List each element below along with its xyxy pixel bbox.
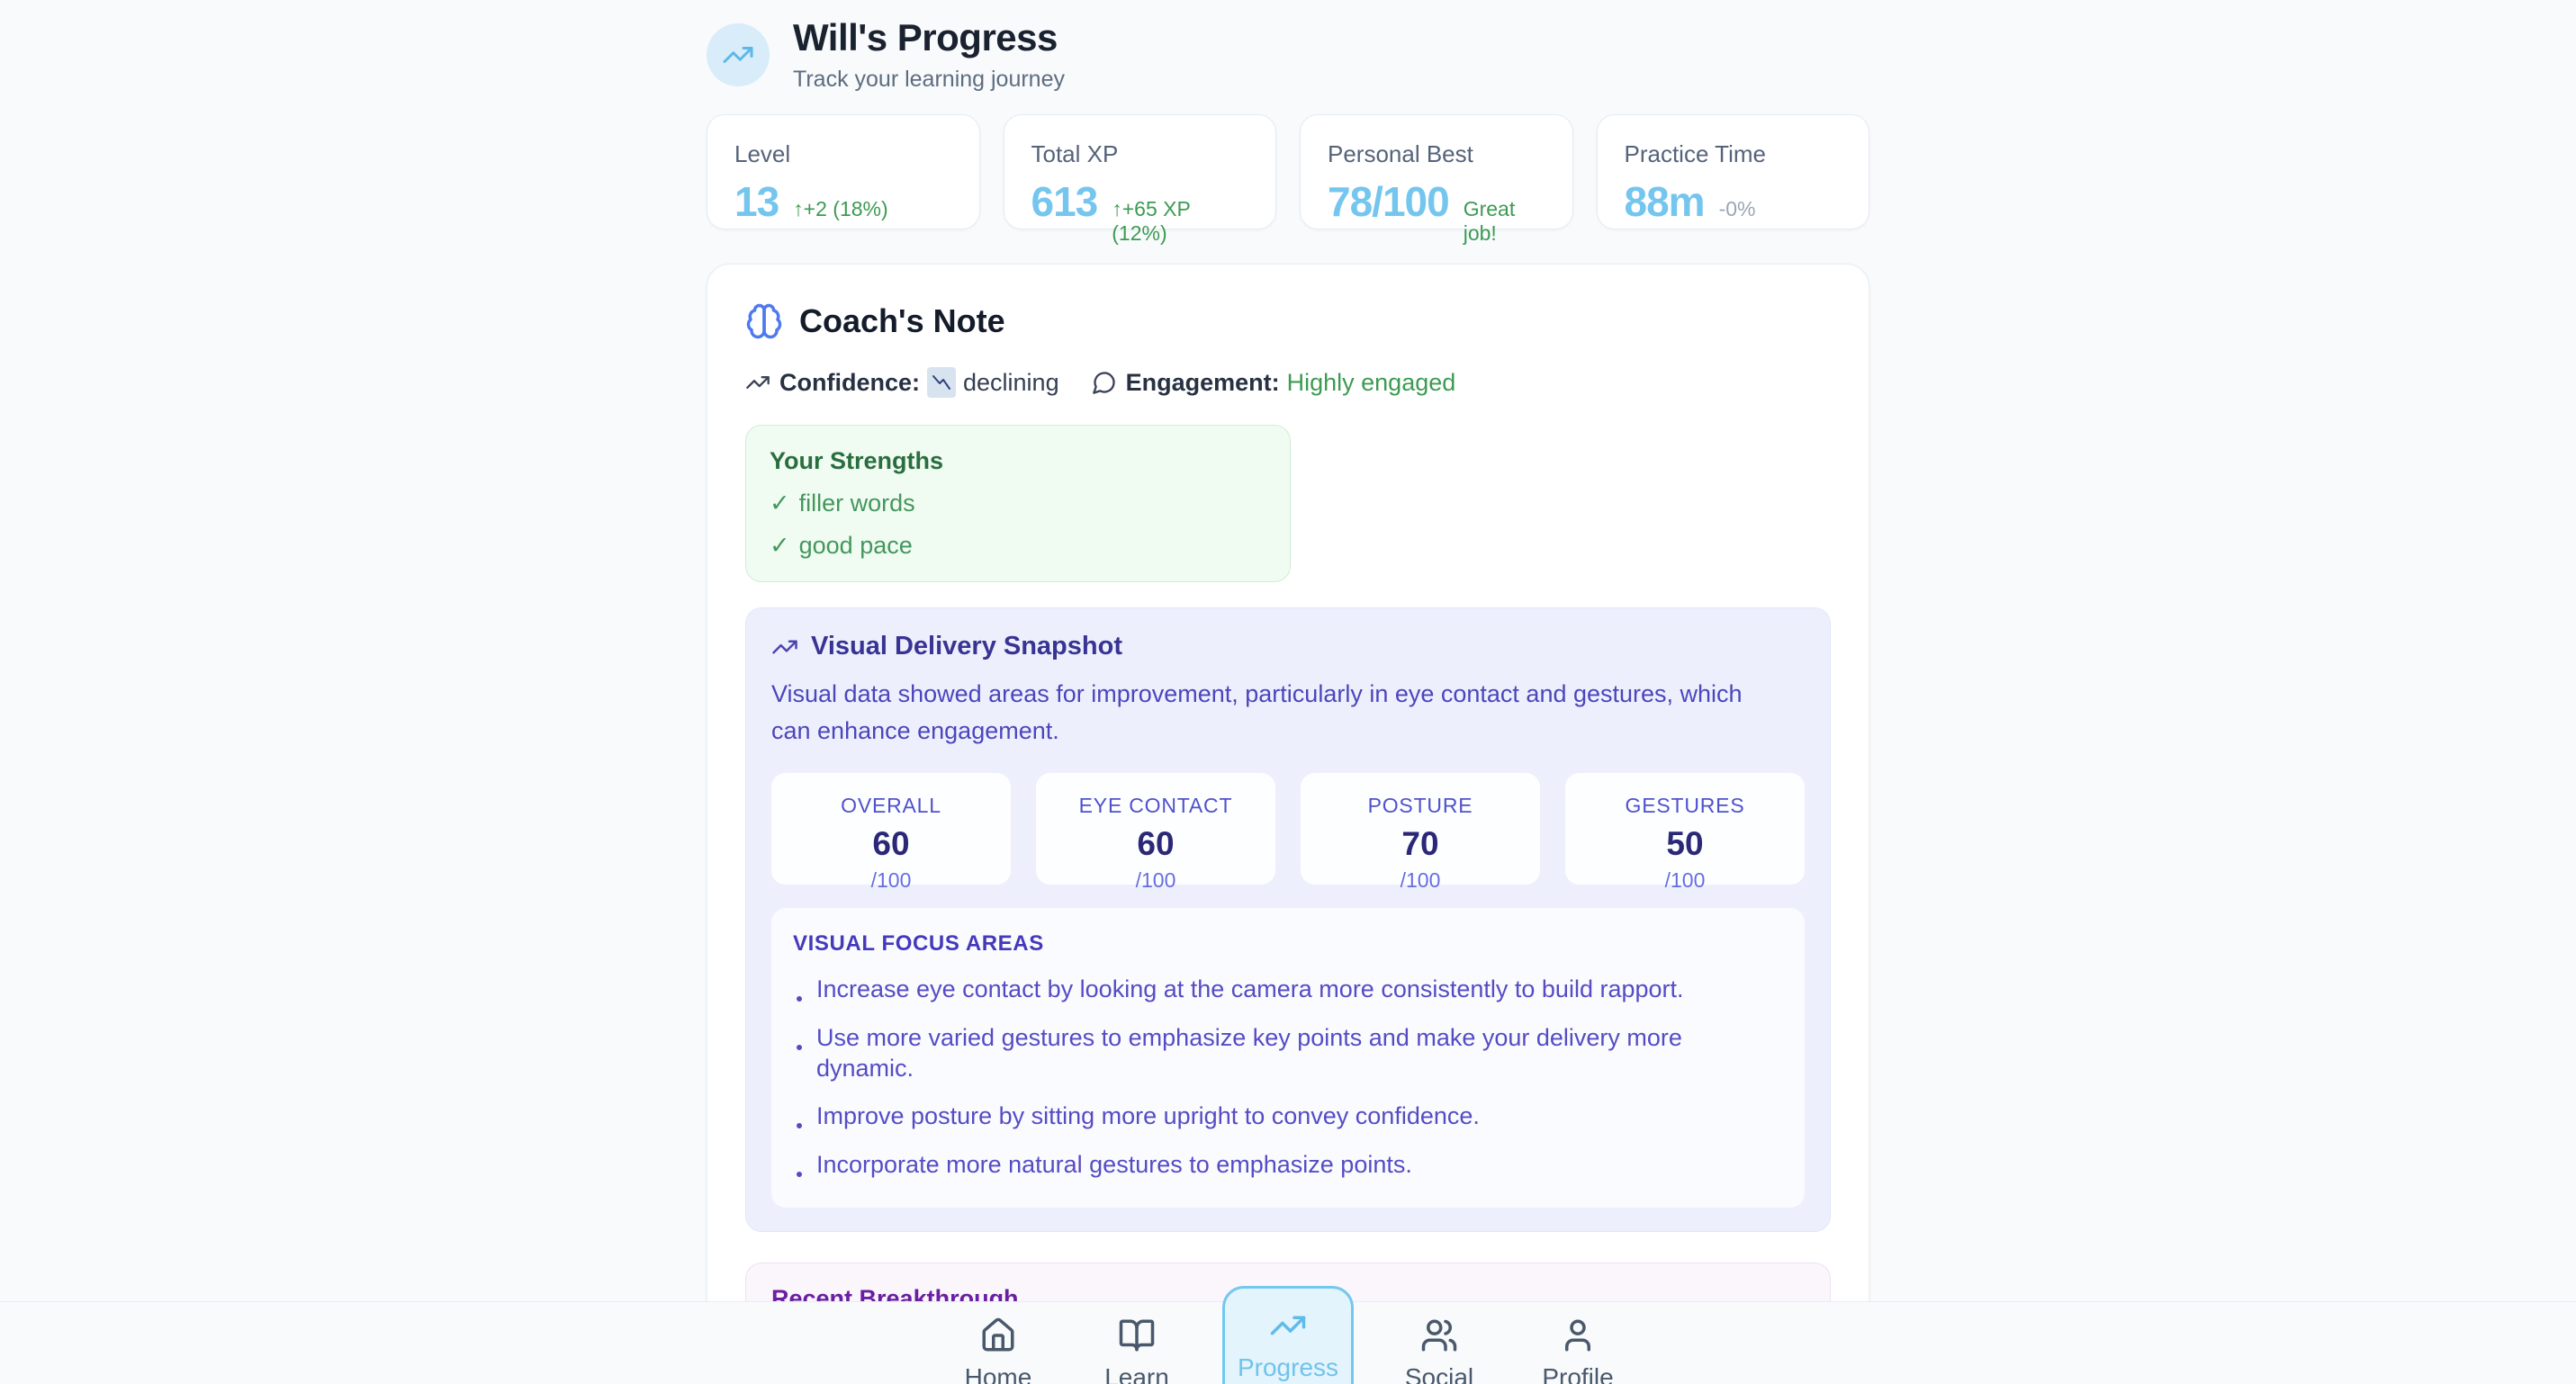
engagement-label: Engagement:	[1125, 368, 1280, 396]
score-label: GESTURES	[1625, 794, 1745, 818]
focus-item: Use more varied gestures to emphasize ke…	[793, 1023, 1783, 1084]
score-value: 70	[1401, 825, 1439, 863]
user-icon	[1565, 1319, 1590, 1352]
nav-item-label: Home	[964, 1363, 1032, 1384]
snapshot-header: Visual Delivery Snapshot	[771, 632, 1805, 661]
stat-label: Personal Best	[1328, 140, 1473, 167]
stats-row: Level 13 ↑+2 (18%) Total XP 613 ↑+65 XP …	[707, 114, 1869, 245]
stat-delta: ↑+65 XP (12%)	[1112, 197, 1191, 245]
chart-decreasing-icon	[927, 367, 957, 398]
score-value: 50	[1666, 825, 1704, 863]
stat-delta: -0%	[1718, 197, 1756, 220]
nav-item-profile[interactable]: Profile	[1525, 1302, 1631, 1384]
trending-up-icon	[723, 46, 753, 63]
strength-item: ✓ filler words	[770, 490, 1266, 517]
page-subtitle: Track your learning journey	[793, 67, 1065, 92]
visual-delivery-snapshot: Visual Delivery Snapshot Visual data sho…	[745, 607, 1831, 1232]
nav-item-label: Learn	[1104, 1363, 1169, 1384]
score-max: /100	[1664, 868, 1706, 893]
score-label: OVERALL	[841, 794, 941, 818]
bullet-icon	[797, 1172, 802, 1178]
page-header-text: Will's Progress Track your learning jour…	[793, 16, 1065, 93]
score-max: /100	[870, 868, 912, 893]
nav-item-home[interactable]: Home	[945, 1302, 1051, 1384]
nav-item-progress[interactable]: Progress	[1222, 1286, 1354, 1384]
bottom-nav: Home Learn Progress Social Profile	[0, 1286, 2576, 1384]
stat-card-total-xp: Total XP 613 ↑+65 XP (12%)	[1003, 114, 1276, 245]
stat-card-practice-time: Practice Time 88m -0%	[1596, 114, 1869, 229]
message-circle-icon	[1092, 372, 1115, 394]
strength-item-label: good pace	[798, 532, 913, 559]
confidence-label: Confidence:	[779, 368, 921, 396]
trending-up-icon	[772, 640, 797, 653]
stat-card-personal-best: Personal Best 78/100 Great job!	[1300, 114, 1573, 245]
bullet-icon	[797, 1044, 802, 1050]
brain-icon	[746, 303, 782, 339]
stat-value: 613	[1031, 178, 1099, 225]
stat-label: Level	[734, 140, 791, 167]
bullet-icon	[797, 996, 802, 1002]
strength-item-label: filler words	[798, 490, 915, 517]
focus-item: Improve posture by sitting more upright …	[793, 1101, 1783, 1132]
nav-item-label: Social	[1404, 1363, 1474, 1384]
focus-title: VISUAL FOCUS AREAS	[793, 931, 1044, 957]
coach-meta-row: Confidence: declining Engagement: Highly…	[745, 367, 1831, 398]
page-title: Will's Progress	[793, 16, 1058, 58]
focus-item-text: Use more varied gestures to emphasize ke…	[816, 1023, 1682, 1082]
score-max: /100	[1400, 868, 1441, 893]
score-label: EYE CONTACT	[1078, 794, 1233, 818]
stat-value: 78/100	[1328, 178, 1450, 225]
score-card-gestures: GESTURES 50 /100	[1565, 773, 1805, 892]
focus-item-text: Increase eye contact by looking at the c…	[816, 975, 1684, 1003]
score-card-eye-contact: EYE CONTACT 60 /100	[1036, 773, 1275, 892]
focus-item-text: Improve posture by sitting more upright …	[816, 1102, 1480, 1130]
book-open-icon	[1119, 1319, 1155, 1352]
bottom-nav-items: Home Learn Progress Social Profile	[945, 1286, 1631, 1384]
stat-label: Practice Time	[1624, 140, 1767, 167]
focus-item: Incorporate more natural gestures to emp…	[793, 1150, 1783, 1181]
snapshot-description: Visual data showed areas for improvement…	[771, 680, 1743, 745]
scores-row: OVERALL 60 /100 EYE CONTACT 60 /100 POST…	[771, 773, 1805, 892]
nav-item-label: Profile	[1542, 1363, 1614, 1384]
trending-up-icon	[1270, 1316, 1306, 1335]
house-icon	[982, 1317, 1014, 1352]
stat-value: 88m	[1624, 178, 1706, 225]
strengths-title: Your Strengths	[770, 447, 944, 474]
coach-note-card: Coach's Note Confidence: declining Engag…	[707, 264, 1869, 1384]
stat-card-level: Level 13 ↑+2 (18%)	[707, 114, 980, 229]
nav-item-label: Progress	[1237, 1353, 1339, 1381]
score-card-overall: OVERALL 60 /100	[771, 773, 1011, 892]
nav-item-social[interactable]: Social	[1386, 1302, 1492, 1384]
stat-delta: Great job!	[1463, 197, 1516, 245]
bullet-icon	[797, 1123, 802, 1129]
score-value: 60	[872, 825, 910, 863]
focus-item: Increase eye contact by looking at the c…	[793, 975, 1783, 1005]
check-icon: ✓	[770, 490, 790, 517]
confidence-value: declining	[963, 368, 1059, 396]
visual-focus-areas: VISUAL FOCUS AREAS Increase eye contact …	[771, 908, 1805, 1208]
page-header: Will's Progress Track your learning jour…	[707, 16, 1869, 93]
stat-label: Total XP	[1031, 140, 1119, 167]
strength-item: ✓ good pace	[770, 532, 1266, 560]
engagement-value: Highly engaged	[1286, 368, 1456, 396]
score-label: POSTURE	[1367, 794, 1473, 818]
nav-item-learn[interactable]: Learn	[1084, 1302, 1190, 1384]
focus-item-text: Incorporate more natural gestures to emp…	[816, 1151, 1412, 1179]
check-icon: ✓	[770, 532, 790, 559]
coach-note-title: Coach's Note	[799, 302, 1005, 339]
stat-value: 13	[734, 178, 779, 225]
score-max: /100	[1135, 868, 1176, 893]
coach-note-header: Coach's Note	[745, 302, 1831, 340]
score-value: 60	[1137, 825, 1175, 863]
users-icon	[1421, 1319, 1457, 1352]
strengths-box: Your Strengths ✓ filler words ✓ good pace	[745, 425, 1291, 582]
trending-up-icon	[746, 375, 770, 390]
score-card-posture: POSTURE 70 /100	[1301, 773, 1540, 892]
stat-delta: ↑+2 (18%)	[793, 197, 888, 220]
snapshot-title: Visual Delivery Snapshot	[811, 632, 1122, 661]
page-header-avatar	[707, 22, 770, 86]
progress-page: Will's Progress Track your learning jour…	[707, 0, 1869, 1384]
